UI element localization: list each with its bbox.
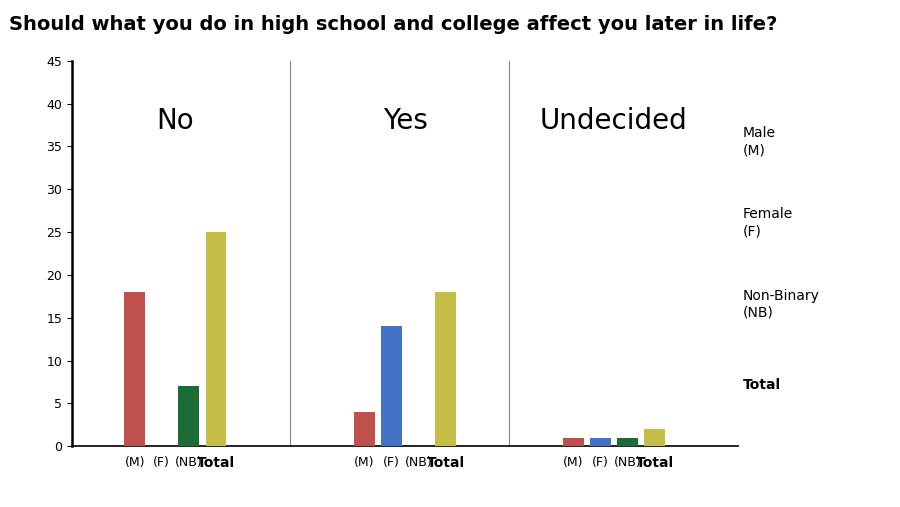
Bar (590, 438, 610, 446)
Text: Non-Binary
(NB): Non-Binary (NB) (742, 288, 819, 320)
Bar (616, 438, 638, 446)
Text: Total: Total (742, 378, 780, 392)
Bar (381, 327, 402, 446)
Bar (644, 429, 665, 446)
Bar (354, 412, 374, 446)
Text: Female
(F): Female (F) (742, 207, 793, 239)
Bar (178, 386, 200, 446)
Text: Should what you do in high school and college affect you later in life?: Should what you do in high school and co… (9, 15, 778, 34)
Bar (205, 232, 227, 446)
Text: Undecided: Undecided (540, 107, 688, 135)
Bar (436, 292, 456, 446)
Bar (124, 292, 145, 446)
Bar (562, 438, 583, 446)
Text: Male
(M): Male (M) (742, 126, 776, 158)
Text: No: No (157, 107, 194, 135)
Text: Yes: Yes (382, 107, 428, 135)
